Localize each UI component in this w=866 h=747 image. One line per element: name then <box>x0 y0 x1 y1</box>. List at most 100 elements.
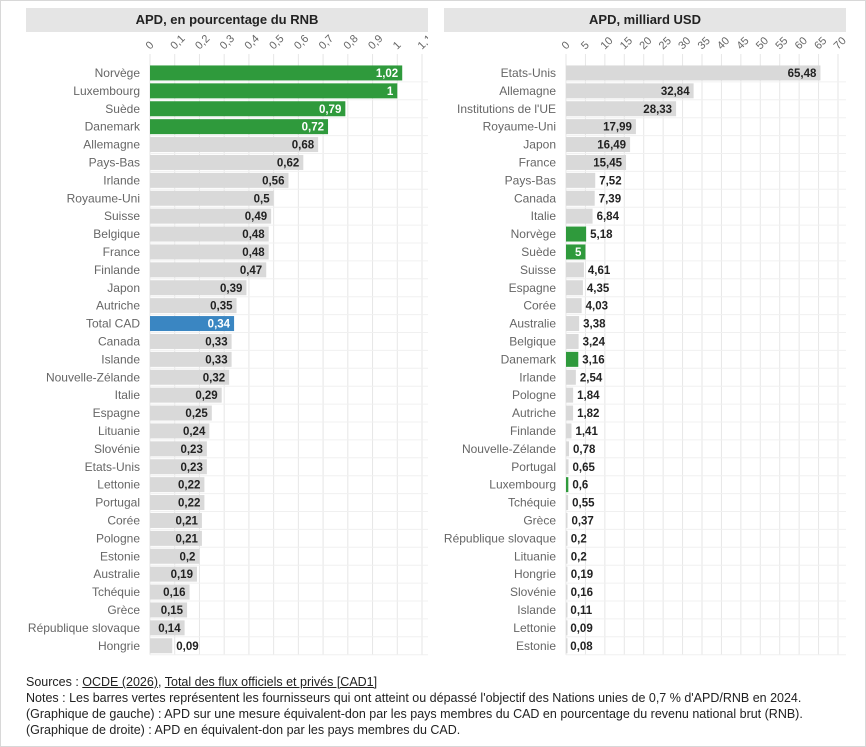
left-value-label: 1 <box>387 86 394 98</box>
right-bar <box>566 620 568 636</box>
right-value-label: 0,19 <box>571 569 593 581</box>
right-x-tick-label: 5 <box>579 39 592 52</box>
right-value-label: 7,52 <box>599 175 621 187</box>
left-category-label: Islande <box>101 352 140 366</box>
left-value-label: 1,02 <box>376 68 398 80</box>
left-value-label: 0,48 <box>242 247 265 259</box>
left-value-label: 0,33 <box>205 354 227 366</box>
left-category-label: Belgique <box>93 227 140 241</box>
right-bar <box>566 638 568 654</box>
left-category-label: Nouvelle-Zélande <box>46 370 140 384</box>
left-category-label: Pologne <box>96 531 140 545</box>
left-value-label: 0,79 <box>319 104 341 116</box>
left-bar <box>150 638 173 654</box>
right-value-label: 0,78 <box>573 444 596 456</box>
left-bar <box>150 83 398 99</box>
right-value-label: 1,41 <box>575 426 598 438</box>
right-value-label: 0,37 <box>571 515 593 527</box>
right-category-label: Canada <box>514 191 556 205</box>
right-x-tick-label: 50 <box>754 35 771 52</box>
right-category-label: Pays-Bas <box>505 173 556 187</box>
left-category-label: Canada <box>98 334 140 348</box>
left-bar <box>150 441 207 457</box>
right-category-label: Corée <box>523 299 556 313</box>
right-bar <box>566 262 584 278</box>
right-value-label: 4,61 <box>588 265 611 277</box>
right-category-label: Irlande <box>519 370 556 384</box>
left-value-label: 0,34 <box>208 319 231 331</box>
right-chart-panel: APD, milliard USD 0 5 10 15 20 25 30 35 40 45 50 55… <box>444 8 849 667</box>
right-x-tick-label: 45 <box>734 35 751 52</box>
left-category-label: République slovaque <box>28 621 140 635</box>
left-value-label: 0,48 <box>242 229 265 241</box>
right-value-label: 1,84 <box>577 390 600 402</box>
right-category-label: Royaume-Uni <box>483 120 556 134</box>
right-bar <box>566 423 572 439</box>
left-x-tick-label: 0,2 <box>193 33 212 52</box>
right-bar <box>566 369 576 385</box>
left-category-label: Espagne <box>93 406 141 420</box>
left-category-label: Lituanie <box>98 424 140 438</box>
note-line-2: (Graphique de gauche) : APD sur une mesu… <box>26 707 803 721</box>
right-chart-title: APD, milliard USD <box>444 8 846 32</box>
left-x-tick-label: 0,5 <box>267 33 286 52</box>
right-category-label: Tchéquie <box>508 496 556 510</box>
left-category-label: Lettonie <box>97 478 140 492</box>
right-x-tick-label: 60 <box>793 35 810 52</box>
left-value-label: 0,33 <box>205 336 227 348</box>
source-link-oecd[interactable]: OCDE (2026) <box>82 675 159 689</box>
right-bar <box>566 602 568 618</box>
left-value-label: 0,23 <box>180 444 202 456</box>
right-value-label: 16,49 <box>597 140 626 152</box>
left-category-label: Total CAD <box>86 317 140 331</box>
right-x-tick-label: 25 <box>657 35 674 52</box>
right-category-label: Islande <box>517 603 556 617</box>
left-category-label: Estonie <box>100 549 140 563</box>
left-category-label: Etats-Unis <box>85 460 140 474</box>
right-x-tick-label: 40 <box>715 35 732 52</box>
left-bar <box>150 226 269 242</box>
right-x-tick-label: 10 <box>598 35 615 52</box>
left-category-label: France <box>103 245 141 259</box>
left-value-label: 0,2 <box>179 551 195 563</box>
right-bar <box>566 405 574 421</box>
left-bar-chart: 0 0,1 0,2 0,3 0,4 0,5 0,6 0,7 0,8 0,9 1 1,1 Norvège 1… <box>28 33 435 656</box>
left-category-label: Finlande <box>94 263 140 277</box>
right-value-label: 0,16 <box>571 587 593 599</box>
right-category-label: Danemark <box>501 352 557 366</box>
right-category-label: Suède <box>521 245 556 259</box>
right-category-label: Australie <box>509 317 556 331</box>
left-bar <box>150 602 188 618</box>
right-value-label: 0,11 <box>570 605 592 617</box>
right-value-label: 0,2 <box>571 551 587 563</box>
right-bar <box>566 83 694 99</box>
left-value-label: 0,16 <box>163 587 185 599</box>
right-category-label: Institutions de l'UE <box>457 102 556 116</box>
source-link-dac1[interactable]: Total des flux officiels et privés [CAD1… <box>164 675 378 689</box>
right-bar <box>566 548 568 564</box>
left-bar <box>150 477 205 493</box>
left-value-label: 0,21 <box>176 533 199 545</box>
left-value-label: 0,14 <box>158 623 181 635</box>
left-category-label: Royaume-Uni <box>67 191 140 205</box>
left-x-tick-label: 1,1 <box>416 33 428 52</box>
right-x-tick-label: 30 <box>676 35 693 52</box>
right-value-label: 15,45 <box>593 157 622 169</box>
right-bar <box>566 226 587 242</box>
right-category-label: Nouvelle-Zélande <box>462 442 556 456</box>
right-bar <box>566 459 569 475</box>
left-category-label: Hongrie <box>98 639 140 653</box>
right-value-label: 0,55 <box>572 498 595 510</box>
left-bar <box>150 405 212 421</box>
right-value-label: 32,84 <box>661 86 690 98</box>
left-bar <box>150 280 247 296</box>
left-bar <box>150 333 232 349</box>
left-category-label: Australie <box>93 567 140 581</box>
right-value-label: 65,48 <box>788 68 817 80</box>
right-bar <box>566 333 579 349</box>
right-bar <box>566 244 586 260</box>
right-bar <box>566 65 821 81</box>
left-value-label: 0,39 <box>220 283 242 295</box>
right-bar <box>566 280 583 296</box>
left-category-label: Grèce <box>107 603 140 617</box>
